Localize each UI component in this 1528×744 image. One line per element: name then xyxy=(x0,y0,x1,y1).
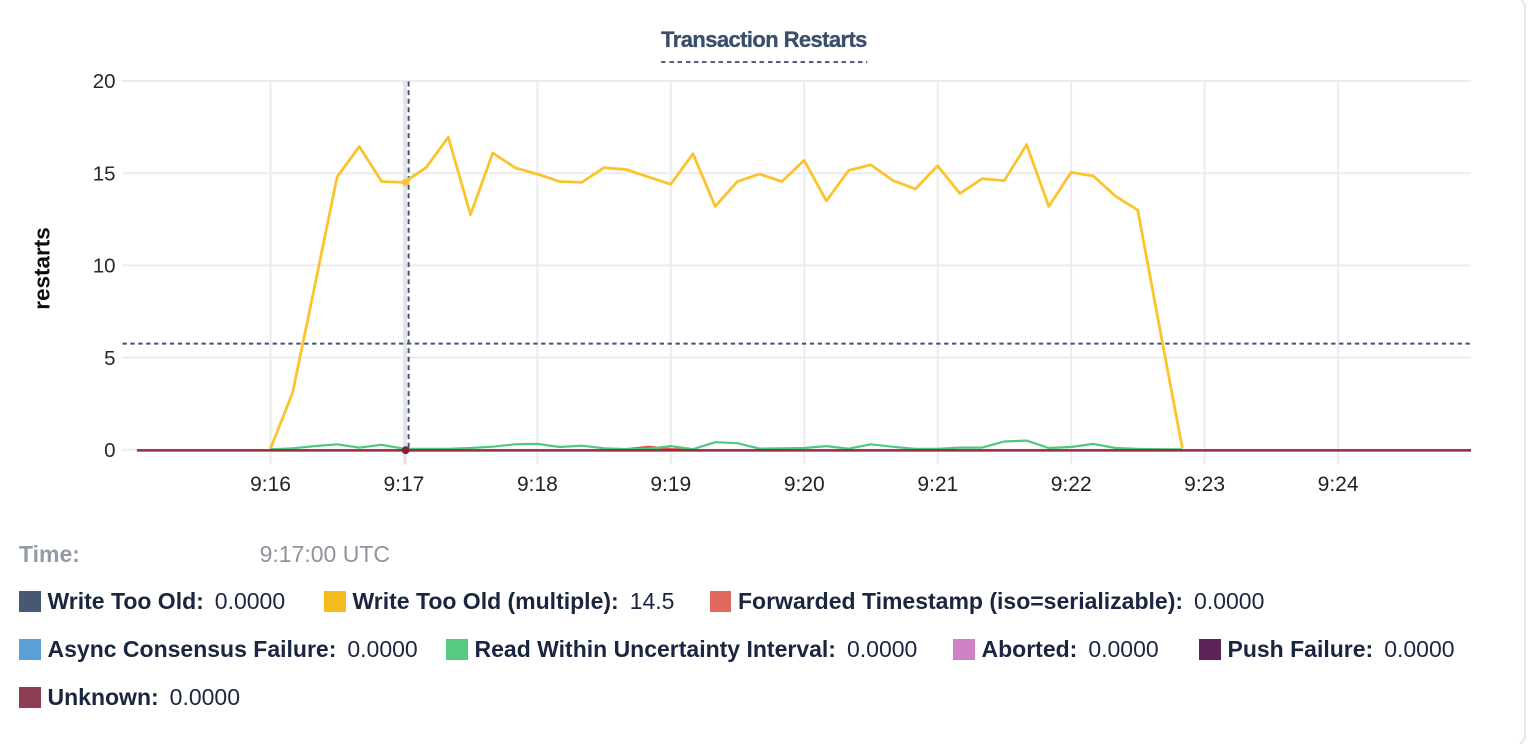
svg-text:9:18: 9:18 xyxy=(517,473,558,496)
svg-text:9:17: 9:17 xyxy=(383,473,424,496)
svg-text:5: 5 xyxy=(104,347,115,370)
svg-text:9:22: 9:22 xyxy=(1051,473,1092,496)
svg-text:20: 20 xyxy=(93,70,116,93)
svg-text:9:24: 9:24 xyxy=(1318,473,1359,496)
svg-text:10: 10 xyxy=(93,255,116,278)
svg-text:9:20: 9:20 xyxy=(784,473,825,496)
svg-text:9:19: 9:19 xyxy=(650,473,691,496)
svg-text:9:23: 9:23 xyxy=(1184,473,1225,496)
svg-text:9:16: 9:16 xyxy=(250,473,291,496)
svg-text:15: 15 xyxy=(93,162,116,185)
svg-text:0: 0 xyxy=(104,439,115,462)
svg-text:restarts: restarts xyxy=(30,227,55,310)
svg-text:9:21: 9:21 xyxy=(917,473,958,496)
